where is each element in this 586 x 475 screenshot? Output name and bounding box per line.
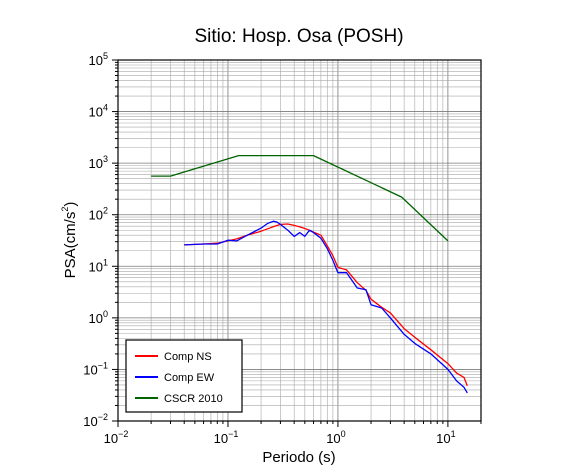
y-tick-label: 103 — [89, 154, 108, 171]
y-tick-label: 100 — [89, 309, 108, 326]
y-axis-label-main: PSA(cm/s — [62, 212, 79, 279]
x-tick-label-exponent: −2 — [118, 429, 128, 439]
plot-frame — [117, 59, 482, 422]
y-tick-label-exponent: 3 — [103, 154, 108, 164]
x-tick-label-base: 10 — [214, 431, 228, 446]
y-tick-label-base: 10 — [83, 414, 97, 429]
x-tick-label-base: 10 — [104, 431, 118, 446]
grid-lines — [117, 59, 482, 422]
y-tick-label: 105 — [89, 51, 108, 68]
series-line-comp-ew — [184, 220, 468, 394]
legend: Comp NS Comp EW CSCR 2010 — [125, 339, 243, 413]
x-axis-ticks: 10−2 10−1 100 101 — [104, 421, 482, 446]
y-tick-label: 10−1 — [83, 360, 108, 377]
x-tick-label-exponent: 0 — [341, 429, 346, 439]
x-tick-label-exponent: −1 — [228, 429, 238, 439]
y-tick-label: 10−2 — [83, 412, 108, 429]
y-tick-label-exponent: −2 — [98, 412, 108, 422]
x-tick-label-exponent: 1 — [451, 429, 456, 439]
y-tick-label-exponent: 1 — [103, 257, 108, 267]
y-tick-label-exponent: 2 — [103, 206, 108, 216]
y-tick-label-base: 10 — [89, 259, 103, 274]
y-tick-label-exponent: 5 — [103, 51, 108, 61]
y-tick-label: 104 — [89, 103, 108, 120]
y-tick-label-exponent: −1 — [98, 360, 108, 370]
legend-label-cscr-2010: CSCR 2010 — [164, 393, 223, 405]
y-axis-label-close: ) — [62, 202, 79, 207]
x-tick-label: 10−1 — [214, 429, 239, 446]
x-tick-label-base: 10 — [436, 431, 450, 446]
x-tick-label-base: 10 — [326, 431, 340, 446]
y-tick-label-base: 10 — [89, 311, 103, 326]
y-tick-label-exponent: 0 — [103, 309, 108, 319]
y-tick-label-base: 10 — [89, 156, 103, 171]
x-axis-label: Periodo (s) — [262, 449, 335, 466]
x-tick-label: 101 — [436, 429, 455, 446]
y-tick-label: 101 — [89, 257, 108, 274]
y-axis-label-superscript: 2 — [60, 207, 70, 212]
legend-label-comp-ew: Comp EW — [164, 372, 215, 384]
y-tick-label-base: 10 — [89, 208, 103, 223]
y-axis-label: PSA(cm/s2) — [60, 202, 79, 279]
y-tick-label-exponent: 4 — [103, 103, 108, 113]
y-tick-label: 102 — [89, 206, 108, 223]
legend-label-comp-ns: Comp NS — [164, 351, 212, 363]
y-tick-label-base: 10 — [83, 362, 97, 377]
chart-title: Sitio: Hosp. Osa (POSH) — [194, 26, 403, 47]
series-lines — [151, 154, 468, 394]
series-line-cscr-2010 — [151, 154, 449, 242]
x-tick-label: 10−2 — [104, 429, 129, 446]
y-tick-label-base: 10 — [89, 105, 103, 120]
x-tick-label: 100 — [326, 429, 345, 446]
y-tick-label-base: 10 — [89, 53, 103, 68]
